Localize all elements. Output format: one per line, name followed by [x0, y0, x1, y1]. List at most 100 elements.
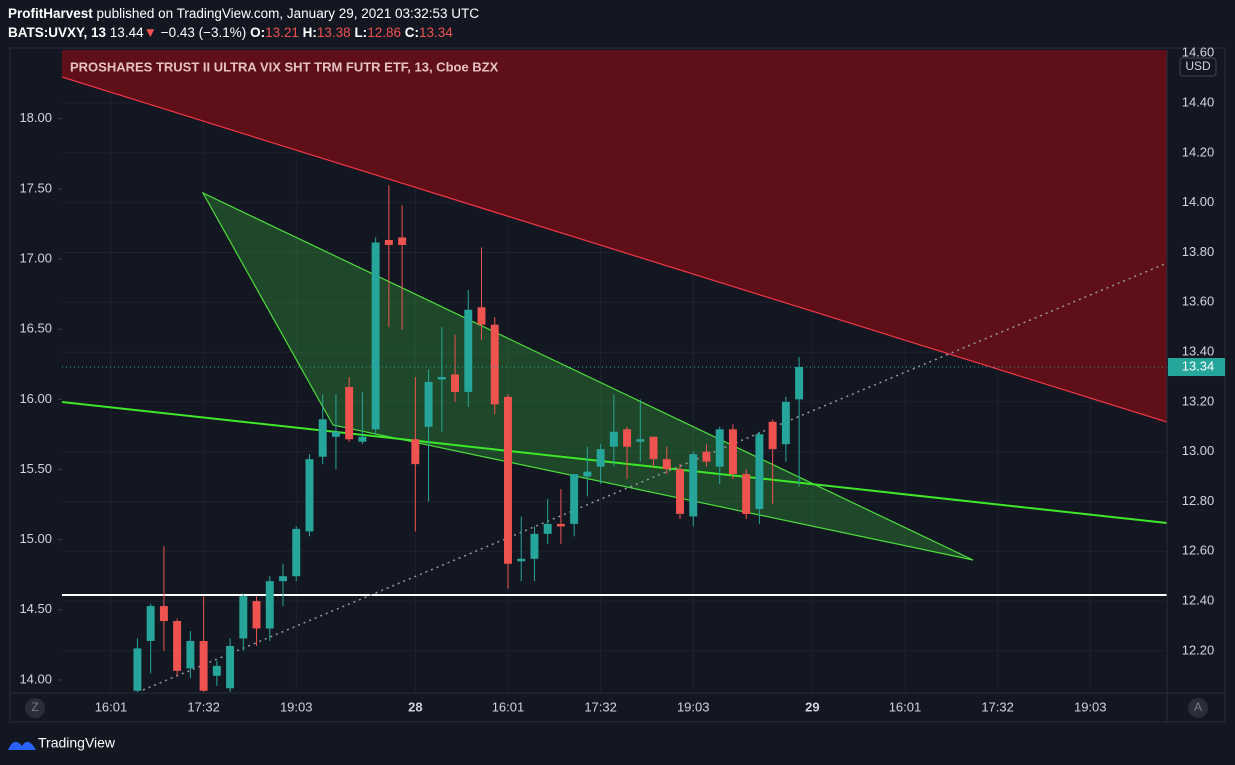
x-tick-label: 16:01: [95, 699, 128, 714]
y-tick-label: 12.20: [1182, 642, 1215, 657]
axes: 14.60 14.40 14.20 14.00 13.80 13.60 13.40 13.20…: [10, 45, 1225, 722]
o-label: O:: [250, 25, 265, 40]
candle-body: [609, 431, 618, 447]
change: −0.43 (−3.1%): [161, 25, 247, 40]
y-tick-label: 12.60: [1182, 543, 1215, 558]
l-label: L:: [354, 25, 367, 40]
trend-line: [62, 401, 1167, 524]
candle-body: [318, 419, 327, 457]
candle-body: [173, 621, 182, 671]
candle-body: [384, 240, 393, 245]
brand: TradingView: [38, 735, 116, 751]
x-tick-label: 19:03: [677, 699, 710, 714]
author: ProfitHarvest: [8, 6, 93, 21]
l: 12.86: [367, 25, 401, 40]
candle-body: [371, 242, 380, 430]
candle-body: [279, 576, 287, 582]
x-tick-label: 19:03: [280, 699, 313, 714]
y-tick-label: 13.40: [1182, 344, 1215, 359]
candle-body: [345, 386, 354, 440]
candle-body: [358, 436, 367, 442]
candle-body: [252, 601, 261, 629]
candle-body: [186, 640, 195, 669]
logo-icon: [8, 741, 36, 750]
candle-body: [768, 421, 777, 450]
auto-button[interactable]: [1188, 698, 1208, 718]
candle-body: [331, 431, 340, 437]
candle-body: [437, 376, 446, 380]
candle-body: [265, 581, 274, 629]
candle-body: [199, 640, 208, 691]
header: ProfitHarvest published on TradingView.c…: [8, 6, 479, 21]
candle-body: [623, 429, 632, 447]
candle-body: [596, 449, 605, 467]
candle-body: [504, 396, 512, 564]
y-tick-label: 13.00: [1182, 443, 1215, 458]
x-tick-label: 19:03: [1074, 699, 1107, 714]
last-price-box: [1168, 358, 1225, 377]
candle-body: [702, 451, 711, 462]
y2-tick-label: 15.50: [19, 461, 52, 476]
dotted-trend: [142, 262, 1167, 691]
triangle-pattern: [201, 191, 974, 561]
candle-body: [305, 459, 314, 532]
candle-body: [146, 606, 155, 641]
candle-body: [451, 374, 460, 392]
y2-tick-label: 16.00: [19, 391, 52, 406]
candle-body: [159, 606, 168, 622]
c-label: C:: [405, 25, 419, 40]
candle-body: [133, 648, 142, 691]
resistance-zone: [62, 50, 1167, 422]
chart-title: PROSHARES TRUST II ULTRA VIX SHT TRM FUT…: [70, 59, 499, 74]
currency: USD: [1185, 59, 1211, 73]
candle-body: [728, 429, 737, 475]
h: 13.38: [317, 25, 351, 40]
y-tick-label: 13.60: [1182, 294, 1215, 309]
x-tick-label: 29: [805, 699, 819, 714]
candle-body: [636, 439, 645, 442]
y-tick-label: 14.00: [1182, 194, 1215, 209]
candle-body: [583, 471, 592, 477]
y-tick-label: 12.40: [1182, 593, 1215, 608]
h-label: H:: [303, 25, 317, 40]
x-tick-label: 28: [408, 699, 422, 714]
candle-body: [239, 596, 248, 639]
arrow: ▼: [144, 25, 157, 40]
candle-body: [464, 309, 473, 392]
x-tick-label: 16:01: [889, 699, 922, 714]
candle-body: [795, 367, 804, 400]
auto-button-label[interactable]: A: [1194, 700, 1202, 714]
candle-body: [226, 645, 235, 689]
scale-button[interactable]: [25, 698, 45, 718]
candle-body: [212, 665, 221, 676]
o: 13.21: [265, 25, 299, 40]
y-tick-label: 14.40: [1182, 94, 1215, 109]
candle-body: [570, 474, 579, 524]
candle-body: [556, 523, 565, 527]
candle-body: [424, 381, 433, 427]
candle-body: [543, 523, 552, 534]
x-tick-label: 17:32: [981, 699, 1014, 714]
candle-body: [530, 533, 539, 559]
candle-body: [676, 469, 684, 514]
y-tick-label: 14.60: [1182, 45, 1215, 60]
candle-body: [689, 454, 698, 517]
y2-tick-label: 15.00: [19, 531, 52, 546]
candle-body: [490, 324, 499, 405]
candle-body: [411, 439, 420, 465]
y-tick-label: 14.20: [1182, 144, 1215, 159]
x-tick-label: 17:32: [187, 699, 220, 714]
y2-tick-label: 14.50: [19, 601, 52, 616]
candle-body: [755, 434, 764, 509]
y2-tick-label: 18.00: [19, 110, 52, 125]
x-tick-label: 17:32: [584, 699, 617, 714]
candle-body: [742, 474, 751, 514]
scale-button-label[interactable]: Z: [31, 700, 38, 714]
published: published on TradingView.com, January 29…: [97, 6, 480, 21]
candles: [62, 185, 1167, 692]
legend: BATS:UVXY, 13 13.44▼ −0.43 (−3.1%) O:13.…: [8, 25, 453, 40]
candle-body: [715, 429, 724, 467]
y2-tick-label: 14.00: [19, 671, 52, 686]
